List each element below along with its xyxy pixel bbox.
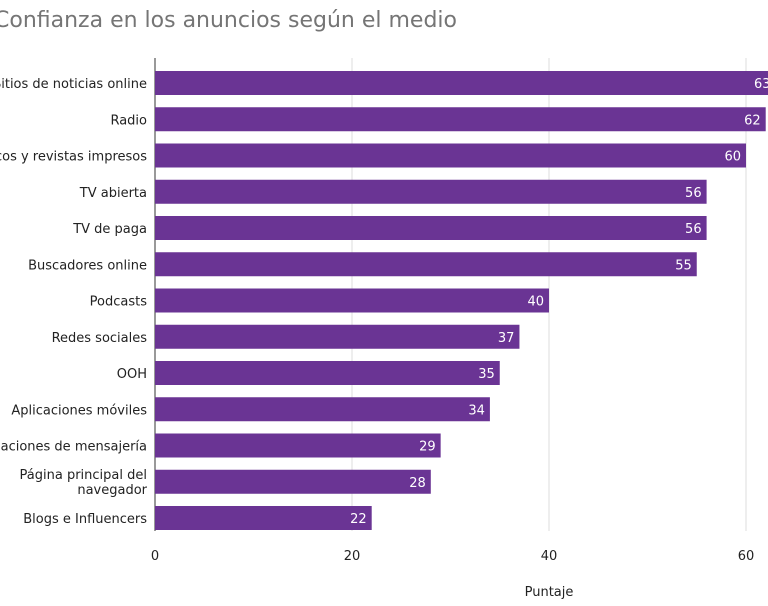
x-tick-label: 40 [541,549,558,564]
category-label: Aplicaciones móviles [11,403,147,418]
x-tick-label: 0 [151,549,159,564]
data-label: 28 [409,476,426,491]
category-label: Podcasts [90,295,148,310]
data-label: 56 [685,186,702,201]
bar [155,288,549,313]
category-label-line: Página principal del [20,468,147,483]
category-label: Redes sociales [52,331,148,346]
data-label: 37 [498,331,515,346]
x-axis-title: Puntaje [525,585,574,600]
category-label-line: Redes sociales [52,331,148,346]
data-label: 56 [685,222,702,237]
bar [155,469,431,494]
bar [155,143,746,168]
category-label: OOH [117,367,147,382]
category-label-line: Podcasts [90,295,148,310]
category-label: Periódicos y revistas impresos [0,150,147,165]
data-label: 63 [754,77,768,92]
category-label: Sitios de noticias online [0,77,147,92]
data-label: 40 [527,295,544,310]
bar [155,361,500,385]
bar [155,397,490,422]
data-label: 35 [478,367,495,382]
data-label: 62 [744,113,761,128]
category-label: Página principal del navegador [20,468,148,498]
data-label: 34 [468,403,485,418]
data-label: 55 [675,258,692,273]
category-label-line: TV de paga [72,222,147,237]
category-label-line: Radio [110,113,147,128]
bar [155,252,697,277]
bar [155,107,766,132]
bar [155,506,372,530]
category-label-line: Aplicaciones de mensajería [0,440,147,455]
data-label: 60 [724,150,741,165]
category-label-line: Buscadores online [28,258,147,273]
category-label-line: TV abierta [79,186,147,201]
category-label: TV abierta [79,186,147,201]
data-label: 22 [350,512,367,527]
x-tick-label: 20 [344,549,361,564]
category-label-line: OOH [117,367,147,382]
bar [155,433,441,458]
bar [155,216,707,240]
category-label: Blogs e Influencers [23,512,147,527]
category-label: Radio [110,113,147,128]
category-label-line: Periódicos y revistas impresos [0,150,147,165]
bar [155,324,520,349]
category-label-line: navegador [77,483,147,498]
bar [155,179,707,204]
x-tick-label: 60 [738,549,755,564]
category-label: Buscadores online [28,258,147,273]
bar [155,71,768,95]
category-label-line: Aplicaciones móviles [11,403,147,418]
data-label: 29 [419,440,436,455]
category-label: TV de paga [72,222,147,237]
category-label-line: Blogs e Influencers [23,512,147,527]
chart-title: Confianza en los anuncios según el medio [0,8,457,33]
category-label: Aplicaciones de mensajería [0,440,147,455]
category-label-line: Sitios de noticias online [0,77,147,92]
